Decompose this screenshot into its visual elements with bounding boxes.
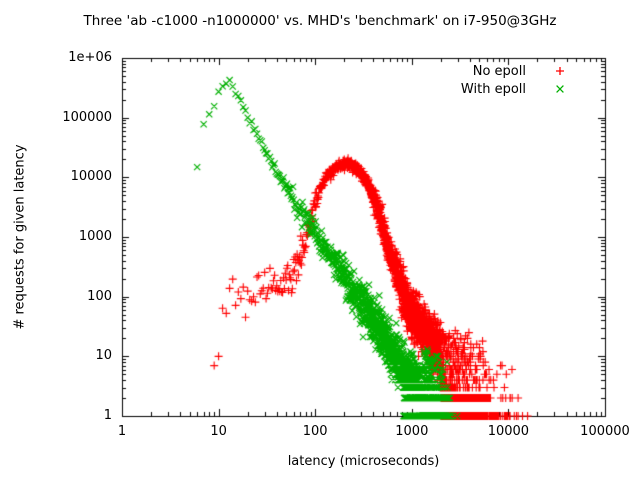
- x-axis-label: latency (microseconds): [287, 454, 440, 469]
- legend-item-no-epoll: No epoll: [380, 62, 594, 80]
- y-tick-label: 100000: [62, 109, 112, 125]
- legend-item-with-epoll: With epoll: [380, 80, 594, 98]
- y-tick-label: 1: [103, 408, 112, 423]
- x-tick-label: 100000: [580, 424, 630, 439]
- legend-label-no-epoll: No epoll: [472, 63, 526, 79]
- x-tick-label: 1: [117, 424, 127, 439]
- y-tick-label: 1e+06: [68, 50, 112, 65]
- x-tick-label: 10: [210, 424, 227, 439]
- y-tick-label: 10000: [70, 169, 112, 185]
- y-tick-label: 1000: [78, 229, 112, 244]
- x-tick-label: 100: [302, 424, 328, 439]
- y-tick-label: 100: [87, 288, 112, 304]
- y-tick-label: 10: [95, 348, 112, 364]
- chart-title: Three 'ab -c1000 -n1000000' vs. MHD's 'b…: [83, 13, 557, 29]
- cross-marker-icon: [526, 83, 594, 95]
- plus-marker-icon: [526, 65, 594, 77]
- legend-label-with-epoll: With epoll: [460, 81, 526, 97]
- legend: No epoll With epoll: [380, 62, 594, 98]
- x-tick-label: 1000: [395, 424, 429, 439]
- x-tick-label: 10000: [487, 424, 530, 439]
- y-axis-label: # requests for given latency: [12, 144, 28, 330]
